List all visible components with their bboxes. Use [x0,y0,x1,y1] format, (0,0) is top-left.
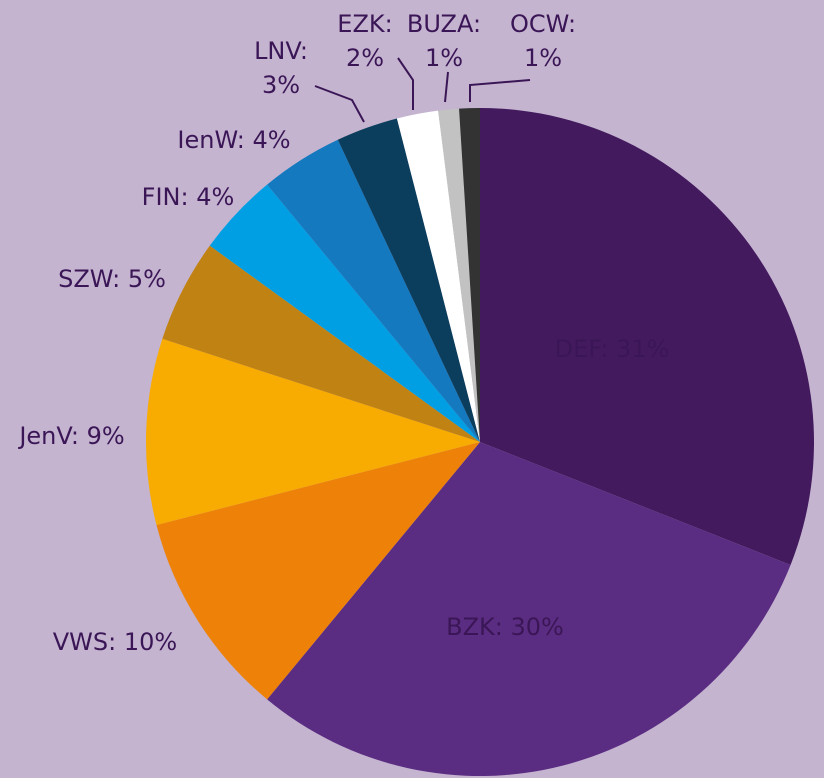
label-category: LNV: [254,37,308,65]
slice-label: SZW: 5% [58,265,166,293]
slice-label: EZK: 2% [337,10,392,72]
pie-slice [396,110,480,442]
pie-slice [209,184,480,443]
leader-line [444,71,449,103]
label-value: 31% [616,335,669,363]
slice-label: LNV: 3% [254,37,308,99]
leader-line [469,79,531,102]
label-category: SZW: [58,265,120,293]
slice-label: JenV: 9% [17,422,124,450]
label-value: 4% [196,183,234,211]
leader-line [314,85,365,123]
slice-label: IenW: 4% [177,126,290,154]
slice-label: OCW: 1% [510,10,576,72]
label-category: VWS: [53,628,116,656]
pie-slice [267,139,480,442]
label-category: DEF: [555,335,609,363]
pie-slice [162,245,481,442]
label-value: 2% [346,44,384,72]
label-category: BUZA: [407,10,481,38]
label-category: EZK: [337,10,392,38]
pie-slice [146,338,480,526]
label-value: 1% [425,44,463,72]
label-value: 5% [128,265,166,293]
label-value: 9% [87,422,125,450]
pie-slice [267,442,791,777]
label-value: 1% [524,44,562,72]
label-value: 10% [124,628,177,656]
slice-label: DEF: 31% [555,335,670,363]
slice-label: BZK: 30% [446,613,564,641]
pie-slice [459,108,480,442]
slice-label: VWS: 10% [53,628,177,656]
pie-slice [438,108,480,443]
label-value: 4% [253,126,291,154]
pie-slice [480,108,814,565]
pie-slice [156,442,480,700]
label-category: OCW: [510,10,576,38]
label-category: JenV: [17,422,79,450]
slice-label: FIN: 4% [142,183,235,211]
label-value: 3% [262,71,300,99]
label-category: FIN: [142,183,189,211]
pie-slice [337,118,480,442]
slice-label: BUZA: 1% [407,10,481,72]
label-category: BZK: [446,613,503,641]
leader-line [397,57,414,110]
label-value: 30% [511,613,564,641]
label-category: IenW: [177,126,244,154]
